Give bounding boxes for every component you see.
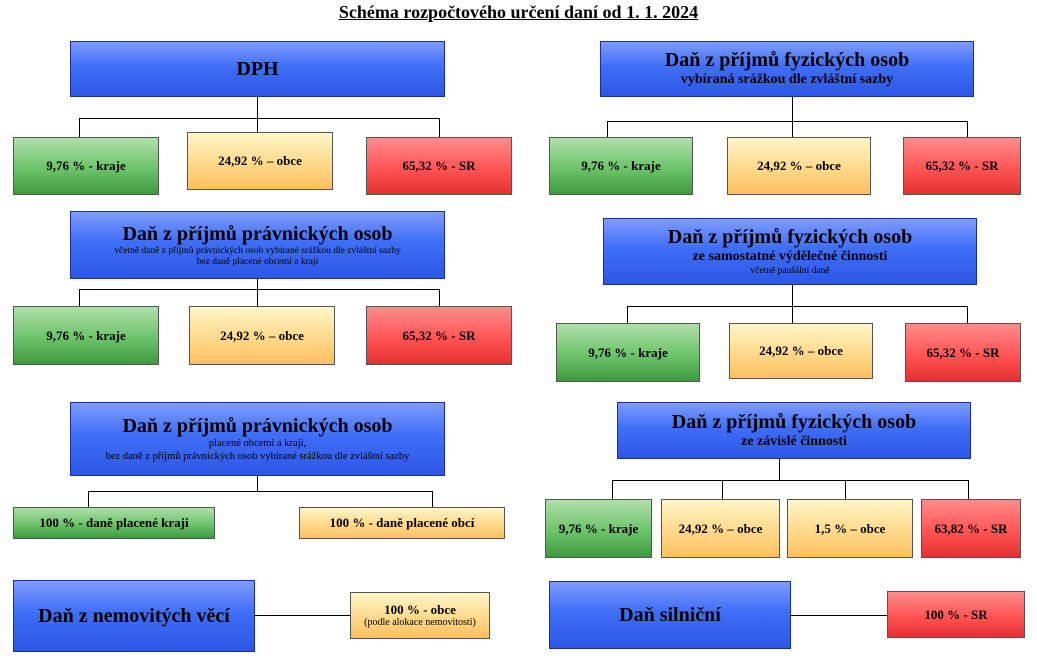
dpfo-srazka-kraje-label: 9,76 % - kraje [581, 158, 661, 174]
dpfo-srazka-kraje-box: 9,76 % - kraje [549, 137, 693, 195]
dpfo-zavisla-obce-15-box: 1,5 % – obce [787, 499, 913, 558]
dppo-note-2: bez daně placené obcemi a kraji [196, 256, 319, 267]
dph-kraje-label: 9,76 % - kraje [46, 158, 126, 174]
dpfo-srazka-sr-box: 65,32 % - SR [903, 137, 1021, 195]
connector [88, 491, 432, 492]
dan-nemovitosti-header: Daň z nemovitých věcí [13, 580, 255, 652]
dpfo-zavisla-obce-box: 24,92 % – obce [661, 499, 780, 558]
dppo-title: Daň z příjmů právnických osob [122, 222, 393, 245]
connector [439, 289, 440, 306]
dpfo-osvc-title: Daň z příjmů fyzických osob [667, 226, 913, 249]
dpfo-zavisla-subtitle: ze závislé činnosti [741, 433, 847, 449]
dpfo-osvc-kraje-box: 9,76 % - kraje [556, 323, 700, 382]
connector [627, 306, 628, 323]
dpfo-zavisla-sr-label: 63,82 % - SR [934, 520, 1008, 536]
connector [79, 118, 80, 137]
dph-obce-label: 24,92 % – obce [218, 153, 302, 169]
connector [79, 118, 439, 119]
connector [792, 285, 793, 306]
connector [257, 476, 258, 491]
connector [612, 480, 968, 481]
nemovitost-obce-label: 100 % - obce [384, 601, 456, 617]
connector [612, 480, 613, 499]
dppo-kraje-100-label: 100 % - daně placené kraji [39, 515, 189, 531]
connector [967, 121, 968, 137]
dpfo-zavisla-obce-label: 24,92 % – obce [678, 520, 763, 536]
dpfo-osvc-subtitle: ze samostatné výdělečné činnosti [692, 249, 888, 265]
dpfo-zavisla-kraje-box: 9,76 % - kraje [545, 499, 652, 558]
dppo-obce-kraje-title: Daň z příjmů právnických osob [122, 415, 393, 438]
nemovitost-obce-box: 100 % - obce (podle alokace nemovitosti) [350, 592, 490, 639]
dppo-header: Daň z příjmů právnických osob včetně dan… [70, 211, 445, 279]
connector [607, 121, 967, 122]
dppo-obce-label: 24,92 % – obce [220, 327, 304, 343]
dpfo-zavisla-obce-15-label: 1,5 % – obce [814, 520, 886, 536]
connector [257, 118, 258, 132]
dpfo-srazka-subtitle: vybíraná srážkou dle zvláštní sazby [680, 72, 894, 88]
silnicni-sr-box: 100 % - SR [887, 591, 1025, 638]
dph-title: DPH [236, 57, 279, 80]
dpfo-osvc-note: včetně paušální daně [750, 265, 830, 276]
dpfo-osvc-kraje-label: 9,76 % - kraje [588, 344, 668, 360]
dpfo-zavisla-kraje-label: 9,76 % - kraje [558, 520, 639, 536]
dpfo-osvc-header: Daň z příjmů fyzických osob ze samostatn… [603, 218, 977, 285]
connector [791, 615, 887, 616]
dppo-obce-100-label: 100 % - daně placené obcí [329, 515, 475, 531]
dph-kraje-box: 9,76 % - kraje [13, 137, 159, 195]
dpfo-srazka-sr-label: 65,32 % - SR [925, 158, 999, 174]
dpfo-osvc-sr-box: 65,32 % - SR [905, 323, 1021, 382]
nemovitost-note: (podle alokace nemovitosti) [364, 617, 476, 629]
dan-silnicni-header: Daň silniční [549, 581, 791, 649]
dppo-obce-kraje-note-1: placené obcemi a kraji, [208, 438, 307, 450]
connector [432, 491, 433, 507]
dpfo-srazka-header: Daň z příjmů fyzických osob vybíraná srá… [600, 41, 974, 97]
dppo-obce-kraje-header: Daň z příjmů právnických osob placené ob… [70, 402, 445, 476]
dph-obce-box: 24,92 % – obce [187, 132, 333, 190]
dppo-obce-kraje-note-2: bez daně z příjmů právnických osob vybír… [105, 450, 410, 462]
dpfo-zavisla-header: Daň z příjmů fyzických osob ze závislé č… [617, 402, 971, 459]
dph-header: DPH [70, 41, 445, 97]
dpfo-srazka-obce-label: 24,92 % – obce [757, 158, 841, 174]
connector [792, 121, 793, 137]
connector [257, 279, 258, 289]
connector [439, 118, 440, 137]
connector [845, 480, 846, 499]
connector [968, 480, 969, 499]
connector [792, 306, 793, 323]
dppo-kraje-100-box: 100 % - daně placené kraji [13, 507, 215, 539]
page-title: Schéma rozpočtového určení daní od 1. 1.… [338, 2, 699, 22]
connector [722, 480, 723, 499]
connector [257, 97, 258, 118]
connector [627, 306, 967, 307]
dpfo-zavisla-title: Daň z příjmů fyzických osob [671, 410, 917, 433]
connector [255, 615, 350, 616]
dph-sr-label: 65,32 % - SR [402, 158, 476, 174]
dppo-kraje-label: 9,76 % - kraje [46, 327, 126, 343]
dan-nemovitosti-title: Daň z nemovitých věcí [38, 604, 230, 627]
connector [792, 97, 793, 121]
connector [257, 289, 258, 306]
connector [779, 459, 780, 480]
dpfo-osvc-obce-box: 24,92 % – obce [729, 323, 873, 379]
dpfo-srazka-obce-box: 24,92 % – obce [727, 137, 871, 195]
connector [607, 121, 608, 137]
dppo-kraje-box: 9,76 % - kraje [13, 306, 159, 365]
dan-silnicni-title: Daň silniční [619, 603, 721, 626]
dppo-note-1: včetně daně z příjmů právnických osob vy… [114, 245, 401, 256]
dpfo-zavisla-sr-box: 63,82 % - SR [921, 499, 1021, 558]
dppo-obce-100-box: 100 % - daně placené obcí [299, 507, 505, 539]
dppo-sr-label: 65,32 % - SR [402, 327, 476, 343]
connector [79, 289, 439, 290]
connector [967, 306, 968, 323]
dph-sr-box: 65,32 % - SR [366, 137, 512, 195]
silnicni-sr-label: 100 % - SR [924, 606, 988, 622]
connector [88, 491, 89, 507]
connector [79, 289, 80, 306]
dppo-sr-box: 65,32 % - SR [366, 306, 512, 365]
dpfo-osvc-sr-label: 65,32 % - SR [926, 344, 1000, 360]
dppo-obce-box: 24,92 % – obce [189, 306, 335, 365]
dpfo-srazka-title: Daň z příjmů fyzických osob [664, 49, 910, 72]
dpfo-osvc-obce-label: 24,92 % – obce [759, 343, 843, 359]
